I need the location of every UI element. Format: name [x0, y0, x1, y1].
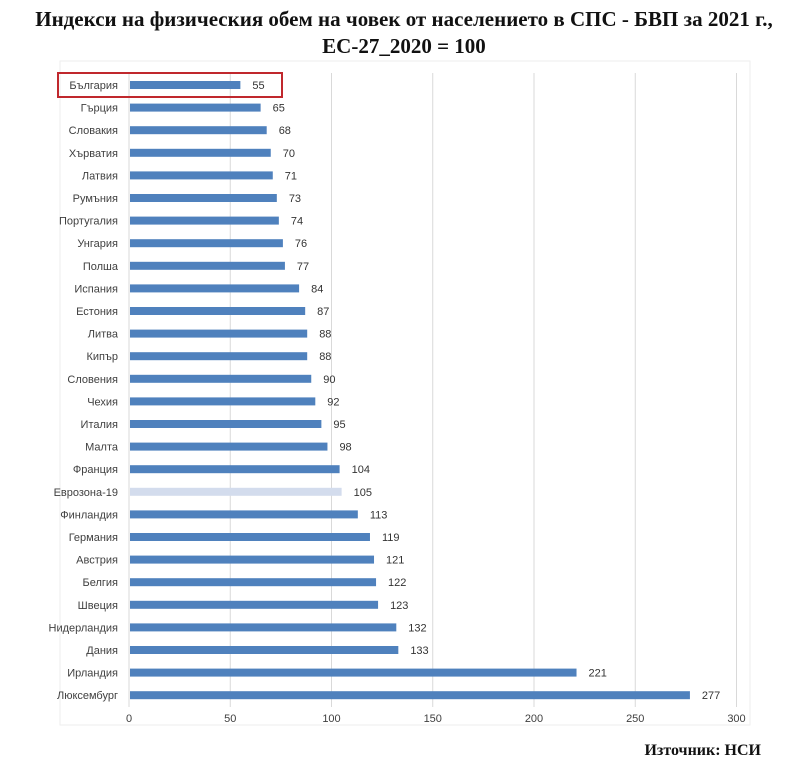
- value-label: 221: [589, 668, 607, 680]
- value-label: 105: [354, 487, 372, 499]
- bar: [130, 510, 358, 519]
- value-label: 84: [311, 283, 323, 295]
- value-label: 68: [279, 125, 291, 137]
- value-label: 55: [252, 80, 264, 92]
- value-label: 113: [370, 509, 388, 521]
- value-label: 132: [408, 622, 426, 634]
- category-label: Чехия: [87, 396, 118, 408]
- bar: [130, 216, 279, 225]
- x-tick-label: 50: [224, 713, 236, 725]
- category-label: Финландия: [60, 509, 118, 521]
- category-label: Латвия: [82, 170, 118, 182]
- bar: [130, 555, 375, 564]
- value-label: 88: [319, 351, 331, 363]
- value-label: 74: [291, 216, 303, 228]
- category-label: Малта: [85, 442, 119, 454]
- bar: [130, 578, 377, 587]
- value-label: 87: [317, 306, 329, 318]
- category-label: Словакия: [69, 125, 118, 137]
- category-label: Австрия: [76, 555, 118, 567]
- x-tick-label: 300: [727, 713, 745, 725]
- value-label: 73: [289, 193, 301, 205]
- x-tick-label: 200: [525, 713, 543, 725]
- category-label: Белгия: [82, 577, 118, 589]
- bar: [130, 691, 690, 700]
- value-label: 92: [327, 396, 339, 408]
- value-label: 90: [323, 374, 335, 386]
- bar: [130, 194, 277, 202]
- category-label: Дания: [86, 645, 118, 657]
- value-label: 98: [339, 442, 351, 454]
- category-label: Еврозона-19: [54, 487, 118, 499]
- value-label: 77: [297, 261, 309, 273]
- x-tick-label: 100: [322, 713, 340, 725]
- category-label: Словения: [67, 374, 118, 386]
- bar: [130, 487, 342, 496]
- value-label: 95: [333, 419, 345, 431]
- value-label: 70: [283, 148, 295, 160]
- category-label: Ирландия: [67, 668, 118, 680]
- value-label: 71: [285, 170, 297, 182]
- bar: [130, 600, 379, 609]
- category-label: Хърватия: [69, 148, 118, 160]
- bar: [130, 442, 328, 451]
- category-label: Литва: [88, 329, 119, 341]
- category-label: Италия: [81, 419, 119, 431]
- x-tick-label: 250: [626, 713, 644, 725]
- bar: [130, 646, 399, 654]
- highlight-box: [57, 72, 283, 98]
- category-label: Гърция: [81, 103, 118, 115]
- category-label: Португалия: [59, 216, 118, 228]
- chart-title-line-2: ЕС-27_2020 = 100: [322, 34, 486, 58]
- bar: [130, 623, 397, 632]
- bar: [130, 171, 273, 180]
- category-label: Румъния: [73, 193, 118, 205]
- bar: [130, 465, 340, 474]
- category-label: България: [69, 80, 118, 92]
- value-label: 123: [390, 600, 408, 612]
- value-label: 277: [702, 690, 720, 702]
- bar: [130, 81, 241, 89]
- category-label: Полша: [83, 261, 119, 273]
- source-note: Източник: НСИ: [644, 742, 761, 759]
- x-tick-label: 0: [126, 713, 132, 725]
- chart-title: Индекси на физическия обем на човек от н…: [0, 6, 808, 60]
- bar: [130, 533, 370, 541]
- value-label: 133: [410, 645, 428, 657]
- value-label: 121: [386, 555, 404, 567]
- bar: [130, 261, 285, 270]
- category-label: Швеция: [78, 600, 118, 612]
- bar: [130, 284, 300, 293]
- chart-title-line-1: Индекси на физическия обем на човек от н…: [35, 7, 773, 31]
- value-label: 122: [388, 577, 406, 589]
- category-label: Естония: [76, 306, 118, 318]
- category-label: Унгария: [77, 238, 118, 250]
- bar: [130, 397, 316, 406]
- plot-frame: [59, 60, 751, 726]
- category-label: Люксембург: [57, 690, 118, 702]
- bar: [130, 239, 283, 248]
- bar: [130, 420, 322, 428]
- value-label: 76: [295, 238, 307, 250]
- value-label: 104: [352, 464, 370, 476]
- value-label: 65: [273, 103, 285, 115]
- bar: [130, 307, 306, 315]
- category-label: Нидерландия: [49, 622, 119, 634]
- bar: [130, 103, 261, 112]
- bar: [130, 148, 271, 157]
- category-label: Кипър: [86, 351, 118, 363]
- category-label: Испания: [74, 283, 118, 295]
- bar: [130, 374, 312, 383]
- bar: [130, 329, 308, 338]
- value-label: 119: [382, 532, 400, 544]
- bar: [130, 668, 577, 677]
- bar: [130, 126, 267, 135]
- x-tick-label: 150: [424, 713, 442, 725]
- value-label: 88: [319, 329, 331, 341]
- category-label: Германия: [69, 532, 118, 544]
- bar: [130, 352, 308, 361]
- category-label: Франция: [73, 464, 118, 476]
